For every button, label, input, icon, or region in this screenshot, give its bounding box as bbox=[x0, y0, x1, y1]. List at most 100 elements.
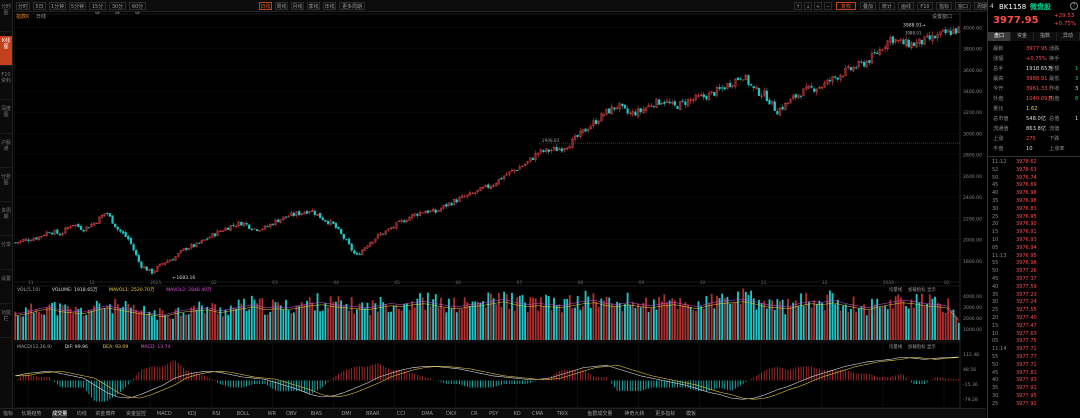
volume-bar bbox=[839, 310, 842, 340]
indicator-tab-14[interactable]: BRAR bbox=[366, 411, 380, 417]
sidebar-item-7[interactable]: 分享 bbox=[0, 240, 12, 270]
indicator-tab-26[interactable]: 模板 bbox=[686, 411, 697, 417]
vol-tab[interactable]: 加载指标 bbox=[908, 286, 926, 293]
sidebar-item-0[interactable]: 分时图 bbox=[0, 2, 12, 32]
sidebar-item-8[interactable]: 设置 bbox=[0, 274, 12, 304]
macd-tab[interactable]: 均量线 bbox=[889, 343, 903, 350]
indicator-tab-24[interactable]: 神奇九转 bbox=[624, 411, 645, 417]
tool-left-1[interactable]: ↓ bbox=[804, 2, 812, 10]
indicator-tab-17[interactable]: DKX bbox=[446, 411, 457, 417]
period-8[interactable]: 周线 bbox=[275, 2, 288, 10]
indicator-tab-10[interactable]: WR bbox=[267, 411, 277, 417]
indicator-tab-2[interactable]: 成交量 bbox=[52, 410, 68, 418]
candle-body bbox=[263, 225, 267, 229]
volume-bar bbox=[941, 311, 944, 340]
indicator-tab-1[interactable]: 长期趋势 bbox=[21, 411, 42, 417]
indicator-tab-13[interactable]: DMI bbox=[341, 411, 352, 417]
period-0[interactable]: 分时 bbox=[16, 2, 30, 10]
indicator-tab-15[interactable]: CCI bbox=[396, 411, 406, 417]
quote-tab-2[interactable]: 指数 bbox=[1034, 32, 1057, 41]
indicator-tab-0[interactable]: 指标 bbox=[3, 411, 14, 417]
volume-bar bbox=[119, 308, 122, 340]
indicator-tab-16[interactable]: DMA bbox=[421, 411, 433, 417]
tool-right-1[interactable]: 统计 bbox=[879, 2, 895, 10]
volume-bar bbox=[174, 309, 177, 340]
period-6[interactable]: 60分钟 bbox=[129, 2, 146, 18]
tool-right-4[interactable]: 指标 bbox=[936, 2, 952, 10]
vol-axis-label: 3000.00 bbox=[963, 305, 982, 311]
period-1[interactable]: 5日 bbox=[33, 2, 46, 10]
vol-tab[interactable]: 均量线 bbox=[889, 286, 903, 293]
tool-right-3[interactable]: F10 bbox=[917, 2, 933, 10]
sidebar-item-6[interactable]: 多周期 bbox=[0, 206, 12, 236]
period-7[interactable]: 日线 bbox=[259, 2, 272, 10]
chart-badge[interactable]: 指数K bbox=[16, 13, 30, 20]
tool-left-2[interactable]: + bbox=[814, 2, 822, 10]
tool-left-0[interactable]: ↑ bbox=[794, 2, 802, 10]
candle-body bbox=[29, 240, 33, 242]
volume-bar bbox=[82, 315, 85, 340]
volume-bar bbox=[27, 309, 30, 340]
quote-tab-3[interactable]: 异动 bbox=[1057, 32, 1080, 41]
macd-tab[interactable]: 加载指标 bbox=[908, 343, 926, 350]
sidebar-item-5[interactable]: 分析图 bbox=[0, 172, 12, 202]
quote-row: 量比 1.62 bbox=[988, 105, 1080, 113]
indicator-tab-18[interactable]: CR bbox=[470, 411, 478, 417]
tool-right-0[interactable]: 叠加 bbox=[860, 2, 876, 10]
candle-body bbox=[290, 212, 293, 217]
indicator-tab-11[interactable]: OBV bbox=[286, 411, 297, 417]
chart-settings[interactable]: 设置窗口 bbox=[932, 13, 952, 20]
volume-bar bbox=[826, 294, 829, 340]
sidebar-item-4[interactable]: 沪股通 bbox=[0, 138, 12, 168]
volume-bar bbox=[313, 310, 316, 340]
indicator-tab-4[interactable]: 资金博弈 bbox=[95, 411, 116, 417]
period-4[interactable]: 15分钟 bbox=[89, 2, 106, 18]
tool-right-2[interactable]: 画线 bbox=[898, 2, 914, 10]
period-3[interactable]: 5分钟 bbox=[69, 2, 86, 10]
candle-body bbox=[702, 94, 705, 98]
signal-button[interactable]: 复权 bbox=[836, 2, 856, 10]
tool-left-3[interactable]: − bbox=[824, 2, 832, 10]
indicator-tab-9[interactable]: BOLL bbox=[236, 411, 250, 417]
period-12[interactable]: 更多周期 bbox=[339, 2, 365, 10]
sidebar-item-3[interactable]: 深度图 bbox=[0, 104, 12, 134]
indicator-tab-7[interactable]: KDJ bbox=[187, 411, 197, 417]
quote-name-tag[interactable]: 微盘股 bbox=[1030, 3, 1051, 11]
help-icon[interactable]: ? bbox=[1070, 2, 1078, 10]
tool-right-5[interactable]: 窗口 bbox=[955, 2, 971, 10]
volume-bar bbox=[182, 312, 185, 340]
period-10[interactable]: 季线 bbox=[307, 2, 320, 10]
candle-body bbox=[813, 88, 816, 92]
candle-body bbox=[58, 233, 62, 236]
indicator-tab-20[interactable]: KD bbox=[513, 411, 521, 417]
quote-row-value: 3977.95 bbox=[1026, 46, 1048, 52]
period-2[interactable]: 1分钟 bbox=[49, 2, 66, 10]
volume-bar bbox=[432, 299, 435, 340]
kline-chart-area[interactable]: 指数K 日线 设置窗口 4000.00 3800.00 3600.00 3400.00 320… bbox=[14, 12, 986, 408]
indicator-tab-6[interactable]: MACD bbox=[156, 411, 172, 417]
indicator-tab-22[interactable]: TRIX bbox=[556, 411, 569, 417]
candle-body bbox=[576, 134, 579, 137]
indicator-tab-19[interactable]: PSY bbox=[489, 411, 499, 417]
candle-body bbox=[631, 111, 634, 115]
indicator-tab-3[interactable]: 均线 bbox=[76, 411, 87, 417]
period-5[interactable]: 30分钟 bbox=[109, 2, 126, 18]
quote-tab-0[interactable]: 盘口 bbox=[988, 32, 1011, 41]
quote-tab-1[interactable]: 资金 bbox=[1011, 32, 1034, 41]
macd-tab[interactable]: 显示 bbox=[927, 344, 936, 350]
indicator-tab-8[interactable]: RSI bbox=[212, 411, 221, 417]
indicator-tab-23[interactable]: 鱼群成交量 bbox=[587, 411, 613, 417]
volume-bar bbox=[621, 310, 624, 340]
sidebar-item-9[interactable]: 功能栏 bbox=[0, 308, 12, 338]
quote-row-label: 今开 bbox=[993, 86, 1004, 92]
indicator-tab-25[interactable]: 更多指标 bbox=[655, 411, 676, 417]
indicator-tab-12[interactable]: BIAS bbox=[310, 411, 323, 417]
sidebar-item-1[interactable]: K线图 bbox=[0, 36, 12, 66]
period-11[interactable]: 年线 bbox=[323, 2, 336, 10]
vol-tab[interactable]: 显示 bbox=[927, 287, 936, 293]
sidebar-item-2[interactable]: F10资料 bbox=[0, 70, 12, 100]
indicator-tab-5[interactable]: 资金监控 bbox=[126, 411, 147, 417]
volume-bar bbox=[108, 304, 111, 340]
period-9[interactable]: 月线 bbox=[291, 2, 304, 10]
indicator-tab-21[interactable]: CMA bbox=[532, 411, 544, 417]
